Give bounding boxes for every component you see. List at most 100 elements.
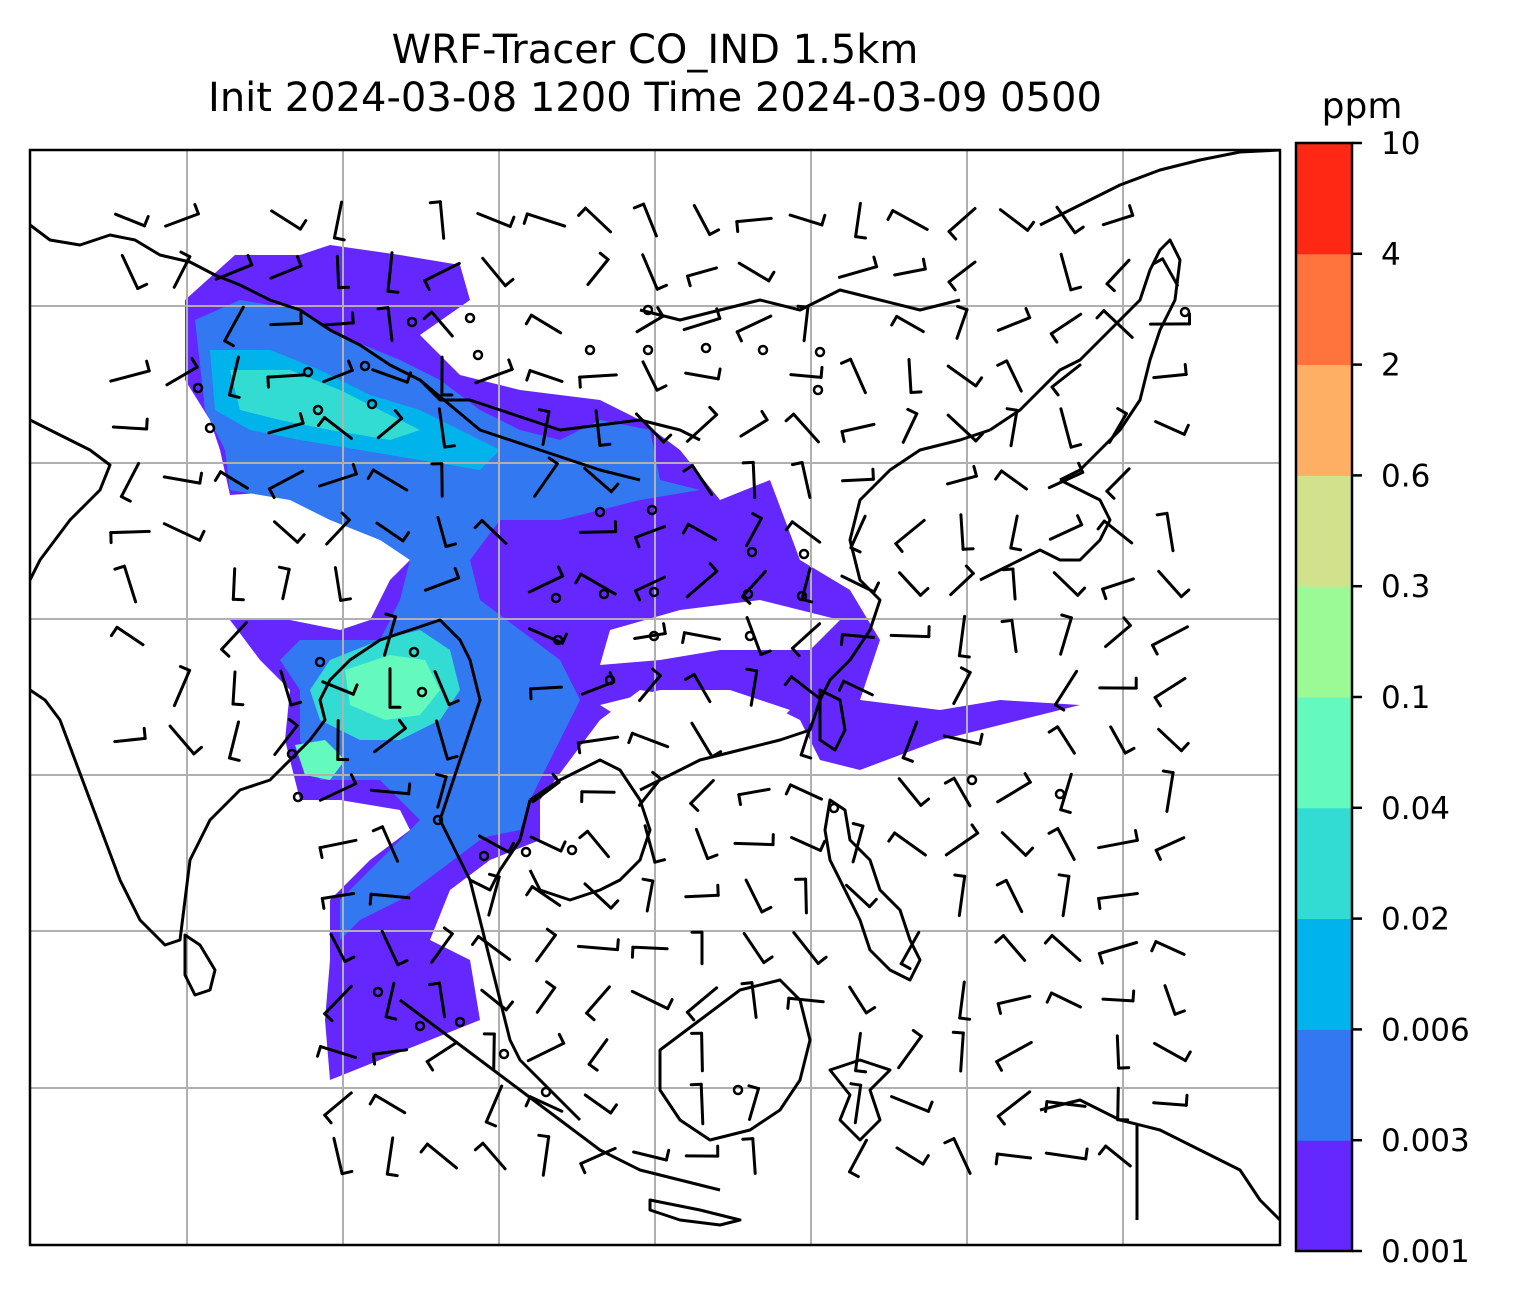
wind-barb-tick [1151,643,1159,656]
wind-barb-staff [634,525,666,539]
wind-barb-tick [405,371,413,384]
wind-barb-tick [710,750,723,759]
wind-barb-tick [1153,696,1162,708]
wind-barb-staff [318,472,358,488]
wind-barb-staff [1059,772,1073,812]
wind-barb-tick [1105,282,1116,293]
wind-barb-tick [1183,1050,1192,1063]
calm-marker [372,986,384,998]
wind-barb-staff [120,254,140,290]
wind-barb-staff [1165,511,1175,553]
wind-barb-staff [996,1090,1032,1118]
wind-barb-tick [887,831,897,843]
calm-marker [742,588,754,600]
wind-barb-staff [1154,420,1186,436]
colorbar-segments [1296,143,1352,1252]
wind-barb-staff [1050,363,1082,389]
colorbar-tick-label: 4 [1381,237,1401,273]
wind-barb-tick [820,213,827,227]
wind-barb-tick [368,1093,377,1106]
wind-barb-tick [296,533,306,544]
wind-barb-tick [854,235,867,240]
wind-barb-staff [1052,571,1080,597]
wind-barb-tick [840,357,853,365]
wind-barb-tick [1128,204,1135,217]
wind-barb-tick [708,562,719,573]
wind-barb-staff [373,1093,407,1115]
wind-barb-tick [266,375,270,389]
wind-barb-staff [433,669,451,707]
wind-barb-tick [109,625,119,638]
wind-barb-tick [231,597,245,602]
calm-marker [292,791,304,803]
wind-barb-staff [578,373,618,379]
wind-barb-staff [318,838,358,850]
wind-barb-staff [894,518,926,546]
wind-barb-tick [1049,332,1059,344]
wind-barb-staff [109,529,151,535]
wind-barb-staff [635,314,665,334]
wind-barb-tick [246,254,254,267]
wind-barb-staff [168,724,196,756]
wind-barb-tick [1047,827,1060,835]
calm-marker [359,360,371,372]
wind-barb-tick [906,407,919,416]
wind-barb-staff [1153,677,1187,699]
wind-barb-tick [872,255,879,269]
wind-barb-tick [295,255,303,268]
wind-barb-tick [136,282,149,290]
wind-barb-staff [437,407,447,449]
title-line-1: WRF-Tracer CO_IND 1.5km [391,27,919,73]
wind-barb-tick [323,1012,334,1023]
coastline-java [648,1198,742,1227]
wind-barb-staff [119,461,141,499]
wind-barb-staff [587,1038,609,1066]
wind-barb-staff [692,204,712,236]
wind-barb-tick [401,531,411,543]
wind-barb-tick [1155,511,1169,517]
wind-barb-tick [653,858,666,864]
wind-barb-staff [323,416,353,440]
wind-barb-tick [947,230,958,241]
wind-barb-staff [476,935,512,961]
wind-barb-staff [689,779,715,805]
wind-barb-tick [1023,772,1032,784]
wind-barb-tick [747,1084,760,1091]
wind-barb-tick [1179,588,1191,599]
wind-barb-tick [1116,407,1128,416]
wind-barb-staff [637,777,663,807]
wind-barb-staff [172,668,192,708]
colorbar-tick-label: 0.3 [1381,569,1430,605]
wind-barb-staff [1097,941,1139,955]
wind-barb-staff [165,365,199,387]
wind-barb-tick [901,756,914,763]
wind-barb-tick [919,587,930,597]
wind-barb-staff [959,513,965,551]
coastline-china-east [639,428,991,792]
wind-barb-tick [1059,808,1072,814]
wind-barb-tick [786,996,791,1010]
wind-barb-tick [507,841,515,854]
wind-barb-tick [630,945,635,959]
wind-barb-staff [319,1045,357,1059]
wind-barb-staff [531,780,561,804]
wind-barb-staff [685,569,719,599]
coastline-sulawesi [828,1058,892,1142]
wind-barb-tick [525,369,532,382]
wind-barb-staff [1053,669,1079,707]
calm-marker [464,312,476,324]
wind-barb-staff [996,780,1032,804]
wind-barb-tick [783,675,793,687]
wind-barb-staff [480,519,508,545]
wind-barb-tick [145,359,151,373]
wind-barb-staff [1005,359,1023,393]
wind-barb-tick [741,595,752,605]
calm-marker [966,774,978,786]
wind-barb-tick [1005,407,1019,412]
plume-peak-concentration-coast [295,740,345,780]
colorbar-segment [1296,253,1352,366]
wind-barb-tick [428,981,441,987]
wind-barb-tick [351,683,359,696]
wind-barb-tick [428,200,442,205]
wind-barb-staff [335,254,341,290]
